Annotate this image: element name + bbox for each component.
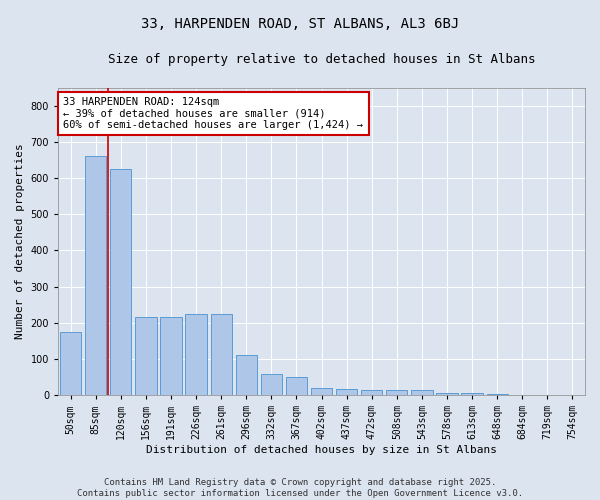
Bar [236, 356, 257, 395]
Bar [411, 390, 433, 395]
Bar [461, 394, 483, 395]
Bar [110, 169, 131, 395]
Bar [336, 388, 357, 395]
Bar [436, 394, 458, 395]
Bar [386, 390, 407, 395]
Text: 33, HARPENDEN ROAD, ST ALBANS, AL3 6BJ: 33, HARPENDEN ROAD, ST ALBANS, AL3 6BJ [141, 18, 459, 32]
Bar [361, 390, 382, 395]
Bar [260, 374, 282, 395]
Text: Contains HM Land Registry data © Crown copyright and database right 2025.
Contai: Contains HM Land Registry data © Crown c… [77, 478, 523, 498]
Bar [60, 332, 81, 395]
Bar [135, 318, 157, 395]
Bar [487, 394, 508, 395]
Bar [185, 314, 207, 395]
Bar [85, 156, 106, 395]
Bar [311, 388, 332, 395]
Bar [160, 318, 182, 395]
Bar [286, 377, 307, 395]
Y-axis label: Number of detached properties: Number of detached properties [15, 144, 25, 339]
X-axis label: Distribution of detached houses by size in St Albans: Distribution of detached houses by size … [146, 445, 497, 455]
Text: 33 HARPENDEN ROAD: 124sqm
← 39% of detached houses are smaller (914)
60% of semi: 33 HARPENDEN ROAD: 124sqm ← 39% of detac… [64, 96, 364, 130]
Bar [211, 314, 232, 395]
Title: Size of property relative to detached houses in St Albans: Size of property relative to detached ho… [108, 52, 535, 66]
